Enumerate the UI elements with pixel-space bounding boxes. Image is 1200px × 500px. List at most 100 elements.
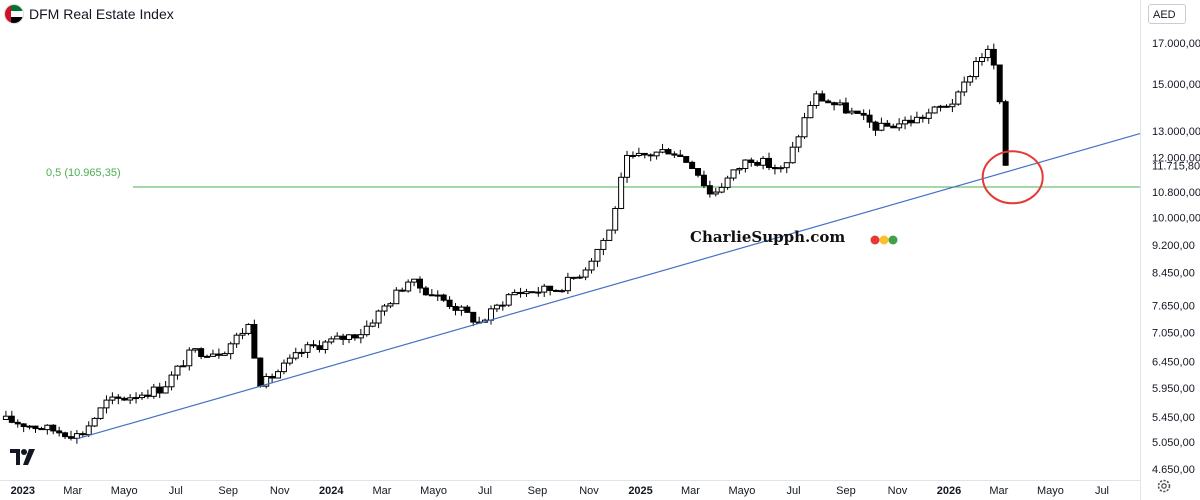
y-tick-label: 15.000,00 (1152, 79, 1200, 91)
candle (712, 188, 719, 197)
candle-body (724, 177, 731, 188)
candle (121, 396, 128, 401)
candle (209, 349, 216, 357)
candle-body (209, 353, 216, 357)
x-tick-label: Mayo (420, 485, 447, 497)
candle (742, 159, 749, 173)
candle-body (937, 105, 944, 108)
candle-body (813, 93, 820, 106)
y-tick-label: 7.650,00 (1152, 300, 1195, 312)
candle (168, 371, 175, 391)
candle-body (275, 371, 282, 379)
candle (760, 156, 767, 170)
candle (902, 116, 909, 130)
candle-body (428, 294, 435, 297)
candle (204, 354, 211, 358)
candle-body (517, 291, 524, 295)
candle (641, 152, 648, 159)
candle-body (446, 299, 453, 307)
candle-body (411, 278, 418, 283)
candle (890, 123, 897, 129)
candle (837, 99, 843, 106)
candle-body (618, 176, 625, 209)
candle-body (984, 48, 991, 59)
candle (671, 151, 678, 158)
candle-body (215, 353, 222, 356)
candle (541, 283, 548, 297)
x-tick-label: 2023 (11, 485, 35, 497)
candle (629, 151, 636, 159)
candle-body (588, 260, 595, 271)
candle (978, 53, 985, 66)
x-tick-label: Mar (63, 485, 82, 497)
candle (700, 170, 707, 189)
candle (446, 296, 453, 310)
candle-body (564, 276, 571, 292)
candle (8, 410, 15, 424)
candle-body (807, 104, 814, 119)
candle-body (162, 386, 169, 394)
candle-body (742, 159, 749, 170)
candle-body (192, 348, 199, 351)
candle (984, 45, 991, 62)
candle (659, 143, 666, 154)
candle (20, 423, 27, 433)
candle (162, 381, 169, 394)
x-tick-label: Sep (528, 485, 548, 497)
candle-body (624, 154, 631, 178)
candle-body (280, 362, 287, 373)
candle (275, 369, 282, 379)
candle-body (399, 289, 406, 292)
fib-level-label: 0,5 (10.965,35) (46, 167, 121, 179)
candle-body (854, 110, 861, 114)
settings-gear-icon[interactable] (1156, 478, 1172, 494)
candle-body (2, 415, 9, 421)
candle-body (919, 116, 926, 119)
candle-body (381, 305, 388, 312)
candle-body (351, 334, 358, 339)
currency-selector[interactable]: AED (1148, 4, 1186, 24)
candle-body (896, 123, 903, 129)
x-tick-label: Mayo (111, 485, 138, 497)
candle-body (257, 357, 264, 387)
candle-body (996, 64, 1003, 103)
candle-body (405, 281, 412, 292)
candle-body (38, 428, 45, 431)
candle (683, 156, 690, 163)
y-tick-label: 5.050,00 (1152, 437, 1195, 449)
candle-body (795, 136, 802, 148)
candle-body (890, 125, 897, 129)
candle (736, 167, 743, 175)
candle-body (168, 374, 175, 388)
candle (511, 289, 518, 296)
candle-body (150, 386, 157, 397)
candle-body (186, 349, 193, 367)
candle (771, 164, 778, 175)
candle (931, 105, 938, 114)
candle (192, 348, 199, 353)
candle-body (931, 106, 938, 114)
candle (186, 347, 193, 371)
y-tick-label: 5.450,00 (1152, 412, 1195, 424)
candle (813, 90, 820, 109)
candle-body (990, 48, 997, 66)
candle (594, 248, 601, 267)
candle (677, 149, 684, 158)
candle (907, 115, 914, 127)
candle-body (73, 433, 80, 439)
candle (913, 111, 920, 124)
candle (831, 101, 838, 111)
candle-body (967, 76, 974, 83)
candle-body (245, 324, 252, 334)
candle (286, 354, 293, 366)
candle (221, 351, 228, 356)
tradingview-logo-icon[interactable] (10, 447, 40, 467)
candle-body (434, 294, 441, 297)
candle-body (978, 57, 985, 63)
candle-body (8, 415, 15, 423)
candle (600, 238, 607, 256)
candle-body (62, 432, 69, 438)
candle (990, 43, 997, 70)
candle-body (706, 185, 713, 195)
